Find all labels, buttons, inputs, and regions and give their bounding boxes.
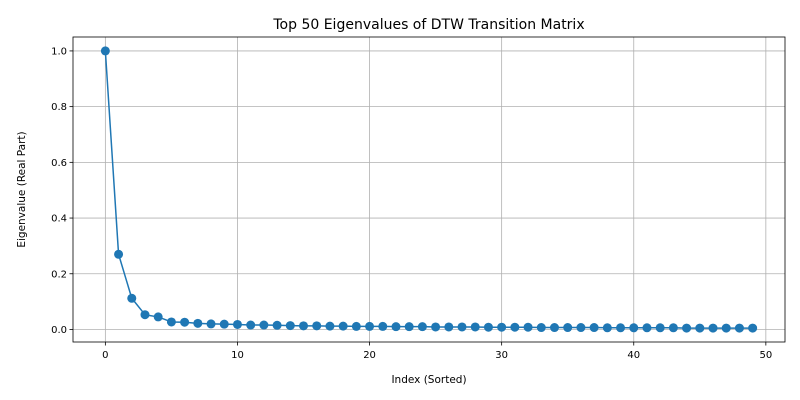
data-point: [232, 319, 242, 329]
data-point: [602, 323, 612, 333]
data-point: [431, 322, 441, 332]
data-point: [470, 322, 480, 332]
data-point: [417, 322, 427, 332]
data-point: [510, 322, 520, 332]
data-point: [576, 323, 586, 333]
data-point: [616, 323, 626, 333]
data-point: [655, 323, 665, 333]
data-point: [114, 249, 124, 259]
data-point: [153, 312, 163, 322]
data-point: [497, 322, 507, 332]
data-point: [325, 321, 335, 331]
data-point: [338, 321, 348, 331]
data-point: [444, 322, 454, 332]
y-tick-label: 0.6: [51, 158, 67, 169]
data-point: [549, 323, 559, 333]
data-point: [351, 321, 361, 331]
axes-frame: [72, 36, 786, 343]
data-point: [629, 323, 639, 333]
data-point: [748, 323, 758, 333]
data-point: [695, 323, 705, 333]
data-point: [312, 321, 322, 331]
data-point: [285, 321, 295, 331]
x-tick-label: 20: [363, 350, 376, 361]
y-tick-label: 0.4: [51, 214, 67, 225]
y-tick-label: 0.8: [51, 102, 67, 113]
data-point: [682, 323, 692, 333]
x-axis-label: Index (Sorted): [391, 374, 466, 386]
x-tick-label: 0: [102, 350, 108, 361]
data-point: [246, 320, 256, 330]
data-point: [166, 317, 176, 327]
data-point: [721, 323, 731, 333]
data-point: [100, 46, 110, 56]
data-point: [193, 318, 203, 328]
data-point: [536, 323, 546, 333]
data-point: [483, 322, 493, 332]
data-point: [734, 323, 744, 333]
data-point: [404, 322, 414, 332]
data-point: [708, 323, 718, 333]
y-tick-label: 1.0: [51, 46, 67, 57]
data-point: [180, 317, 190, 327]
x-tick-label: 10: [231, 350, 244, 361]
data-point: [378, 321, 388, 331]
series-eigenvalues: [100, 46, 758, 333]
data-point: [272, 320, 282, 330]
x-tick-label: 50: [759, 350, 772, 361]
x-axis-ticks: 0 10 20 30 40 50: [102, 342, 772, 361]
data-point: [219, 319, 229, 329]
data-point: [523, 322, 533, 332]
data-point: [299, 321, 309, 331]
plot-area: [73, 37, 785, 342]
data-point: [259, 320, 269, 330]
data-point: [127, 293, 137, 303]
data-point: [668, 323, 678, 333]
data-point: [365, 321, 375, 331]
data-point: [206, 319, 216, 329]
chart-title: Top 50 Eigenvalues of DTW Transition Mat…: [272, 17, 584, 33]
y-axis-ticks: 0.0 0.2 0.4 0.6 0.8 1.0: [51, 46, 73, 336]
data-point: [563, 323, 573, 333]
data-point: [457, 322, 467, 332]
data-point: [391, 322, 401, 332]
data-point: [140, 310, 150, 320]
data-point: [589, 323, 599, 333]
y-tick-label: 0.2: [51, 269, 67, 280]
y-axis-label: Eigenvalue (Real Part): [16, 131, 28, 247]
y-tick-label: 0.0: [51, 325, 67, 336]
x-tick-label: 40: [627, 350, 640, 361]
data-point: [642, 323, 652, 333]
grid-lines: [73, 37, 785, 342]
x-tick-label: 30: [495, 350, 508, 361]
